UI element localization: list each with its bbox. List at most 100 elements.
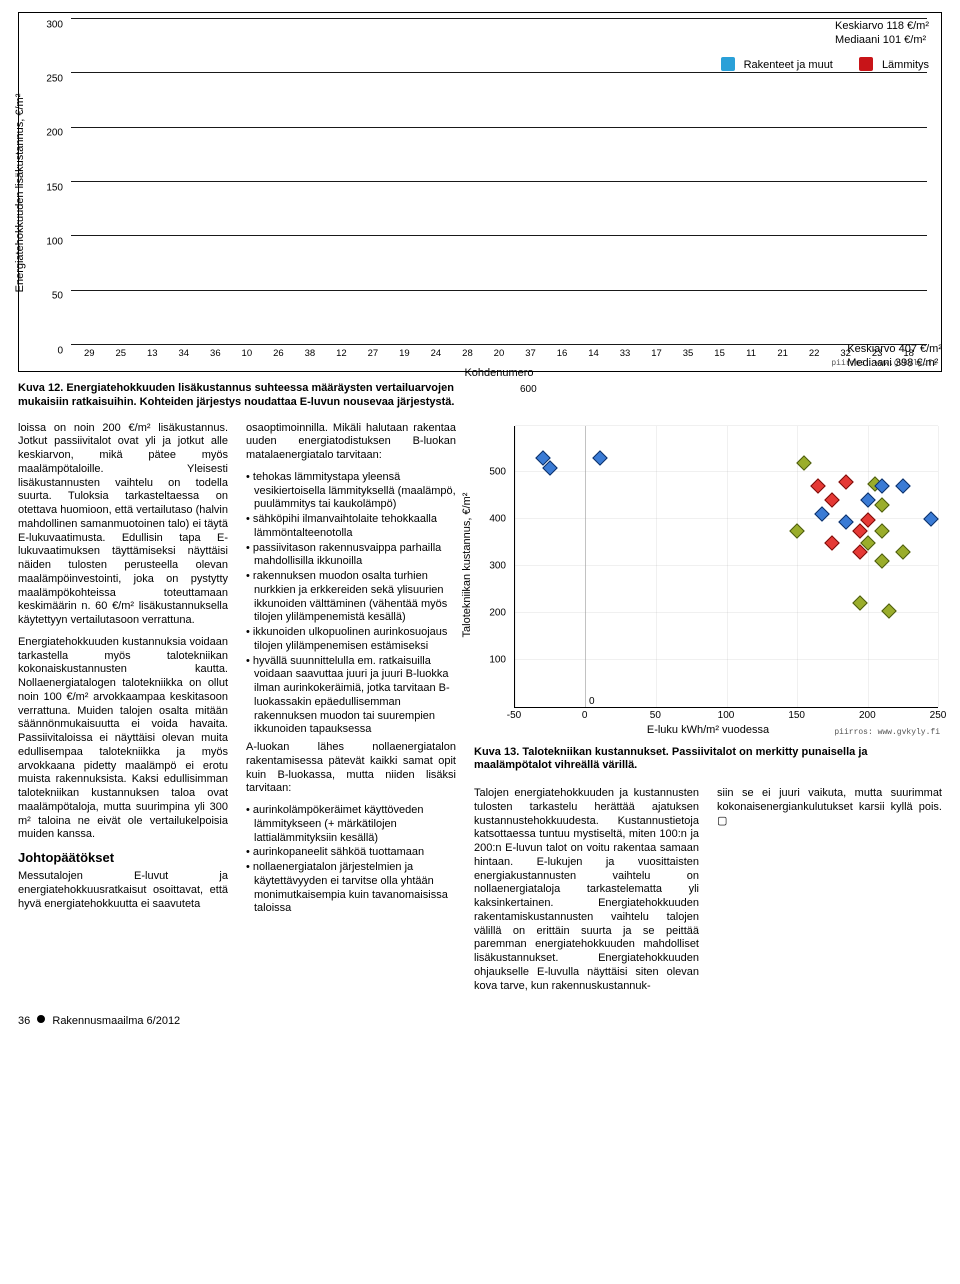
bar-xtick-label: 14 xyxy=(579,345,608,367)
bar-xtick-label: 36 xyxy=(201,345,230,367)
bar-xtick-label: 22 xyxy=(800,345,829,367)
bullet-item: nollaenergiatalon järjestelmien ja käyte… xyxy=(246,861,456,916)
bullet-item: tehokas lämmitystapa yleensä vesikiertoi… xyxy=(246,471,456,512)
scatter-hgrid xyxy=(515,612,938,613)
scatter-point xyxy=(815,507,831,523)
bullet-item: passiivitason rakennusvaippa parhailla m… xyxy=(246,542,456,570)
scatter-yaxis: 100200300400500 xyxy=(480,426,510,708)
scatter-chart: Talotekniikan kustannus, €/m² 1002003004… xyxy=(474,422,942,736)
scatter-ytick-label: 400 xyxy=(489,513,506,526)
bar-ytick-label: 200 xyxy=(39,127,63,140)
scatter-ytitle: Talotekniikan kustannus, €/m² xyxy=(461,493,475,638)
bullet-item: rakennuksen muodon osalta turhien nurkki… xyxy=(246,570,456,625)
scatter-xtick-label: -50 xyxy=(507,710,521,723)
bar-chart-xticks: 2925133436102638122719242820371614331735… xyxy=(71,345,927,367)
scatter-xtick-label: 150 xyxy=(788,710,805,723)
bar-xtick-label: 27 xyxy=(359,345,388,367)
bar-xtick-label: 34 xyxy=(170,345,199,367)
scatter-meta-line: Keskiarvo 407 €/m² xyxy=(847,342,942,356)
scatter-caption: Kuva 13. Talotekniikan kustannukset. Pas… xyxy=(474,746,942,774)
bar-xtick-label: 29 xyxy=(75,345,104,367)
bar-chart: Energiatehokkuuden lisäkustannus, €/m² 0… xyxy=(18,12,942,372)
scatter-hgrid xyxy=(515,471,938,472)
bar-xtick-label: 17 xyxy=(642,345,671,367)
scatter-ytick-top: 600 xyxy=(520,384,537,397)
scatter-point xyxy=(796,455,812,471)
scatter-point xyxy=(895,479,911,495)
scatter-xtitle: E-luku kWh/m² vuodessa xyxy=(647,724,769,738)
bar-ytick-label: 300 xyxy=(39,19,63,32)
scatter-xtick-label: 250 xyxy=(930,710,947,723)
scatter-meta-line: Mediaani 398 €/m² xyxy=(847,356,942,370)
legend-swatch-lammitys xyxy=(859,57,873,71)
scatter-point xyxy=(824,535,840,551)
scatter-xtick-label: 0 xyxy=(582,710,588,723)
caption-text: Energiatehokkuuden lisäkustannus suhtees… xyxy=(18,382,454,408)
bar-xtick-label: 13 xyxy=(138,345,167,367)
scatter-point xyxy=(592,451,608,467)
bullet-item: aurinkopaneelit sähköä tuottamaan xyxy=(246,846,456,860)
body-row: loissa on noin 200 €/m² lisäkustannus. J… xyxy=(18,422,942,994)
bar-ytick-label: 100 xyxy=(39,236,63,249)
page-number: 36 xyxy=(18,1015,30,1027)
scatter-vgrid xyxy=(938,426,939,707)
lower-text-columns: Talojen energiatehokkuuden ja kustannust… xyxy=(474,787,942,993)
legend-label: Lämmitys xyxy=(882,59,929,71)
legend-item: Lämmitys xyxy=(859,57,929,73)
bar-chart-xtitle: Kohdenumero xyxy=(464,367,533,381)
scatter-vgrid xyxy=(515,426,516,707)
paragraph: A-luokan lähes nollaenergiatalon rakenta… xyxy=(246,741,456,796)
scatter-point xyxy=(923,511,939,527)
scatter-hgrid xyxy=(515,425,938,426)
bar-xtick-label: 21 xyxy=(768,345,797,367)
scatter-vgrid xyxy=(797,426,798,707)
scatter-meta-slot: 600 Keskiarvo 407 €/m² Mediaani 398 €/m² xyxy=(474,382,942,410)
scatter-frame: Talotekniikan kustannus, €/m² 1002003004… xyxy=(474,426,942,736)
bar-xtick-label: 28 xyxy=(453,345,482,367)
lower-col-1: Talojen energiatehokkuuden ja kustannust… xyxy=(474,787,699,993)
bar-xtick-label: 16 xyxy=(548,345,577,367)
caption-row: Kuva 12. Energiatehokkuuden lisäkustannu… xyxy=(18,382,942,410)
bar-ytick-label: 50 xyxy=(39,290,63,303)
publication: Rakennusmaailma 6/2012 xyxy=(52,1015,180,1027)
bar-xtick-label: 26 xyxy=(264,345,293,367)
paragraph: loissa on noin 200 €/m² lisäkustannus. J… xyxy=(18,422,228,628)
scatter-vgrid xyxy=(868,426,869,707)
bar-xtick-label: 38 xyxy=(296,345,325,367)
section-heading: Johtopäätökset xyxy=(18,850,228,866)
scatter-point xyxy=(874,554,890,570)
scatter-point xyxy=(874,497,890,513)
bar-meta-line: Keskiarvo 118 €/m² xyxy=(835,19,929,33)
bullet-list-b: tehokas lämmitystapa yleensä vesikiertoi… xyxy=(246,471,456,737)
text-column-2: osaoptimoinnilla. Mikäli halutaan rakent… xyxy=(246,422,456,994)
scatter-point xyxy=(895,544,911,560)
legend-swatch-rakenteet xyxy=(721,57,735,71)
bar-xtick-label: 19 xyxy=(390,345,419,367)
scatter-ytick-label: 300 xyxy=(489,560,506,573)
bar-chart-legend: Rakenteet ja muut Lämmitys xyxy=(721,57,929,73)
scatter-ytick-label: 200 xyxy=(489,607,506,620)
scatter-hgrid xyxy=(515,565,938,566)
bullet-item: hyvällä suunnittelulla em. ratkaisuilla … xyxy=(246,655,456,738)
bullet-item: ikkunoiden ulkopuolinen aurinkosuojaus t… xyxy=(246,626,456,654)
bar-xtick-label: 12 xyxy=(327,345,356,367)
page-footer: 36 Rakennusmaailma 6/2012 xyxy=(18,1015,942,1029)
bar-xtick-label: 10 xyxy=(233,345,262,367)
footer-dot-icon xyxy=(37,1015,45,1023)
scatter-hgrid xyxy=(515,659,938,660)
legend-item: Rakenteet ja muut xyxy=(721,57,833,73)
bar-xtick-label: 25 xyxy=(107,345,136,367)
caption-label: Kuva 13. xyxy=(474,746,519,758)
scatter-plot xyxy=(514,426,938,708)
bar-xtick-label: 33 xyxy=(611,345,640,367)
scatter-xticks: -500050100150200250 xyxy=(514,710,938,724)
caption-label: Kuva 12. xyxy=(18,382,63,394)
bar-chart-ytitle: Energiatehokkuuden lisäkustannus, €/m² xyxy=(14,94,28,293)
legend-label: Rakenteet ja muut xyxy=(744,59,833,71)
bar-xtick-label: 20 xyxy=(485,345,514,367)
bar-ytick-label: 0 xyxy=(39,345,63,358)
caption-text: Talotekniikan kustannukset. Passiivitalo… xyxy=(474,746,868,772)
bullet-list-a: aurinkolämpökeräimet käyttöveden lämmity… xyxy=(246,804,456,916)
scatter-point xyxy=(824,493,840,509)
bar-meta-line: Mediaani 101 €/m² xyxy=(835,33,929,47)
